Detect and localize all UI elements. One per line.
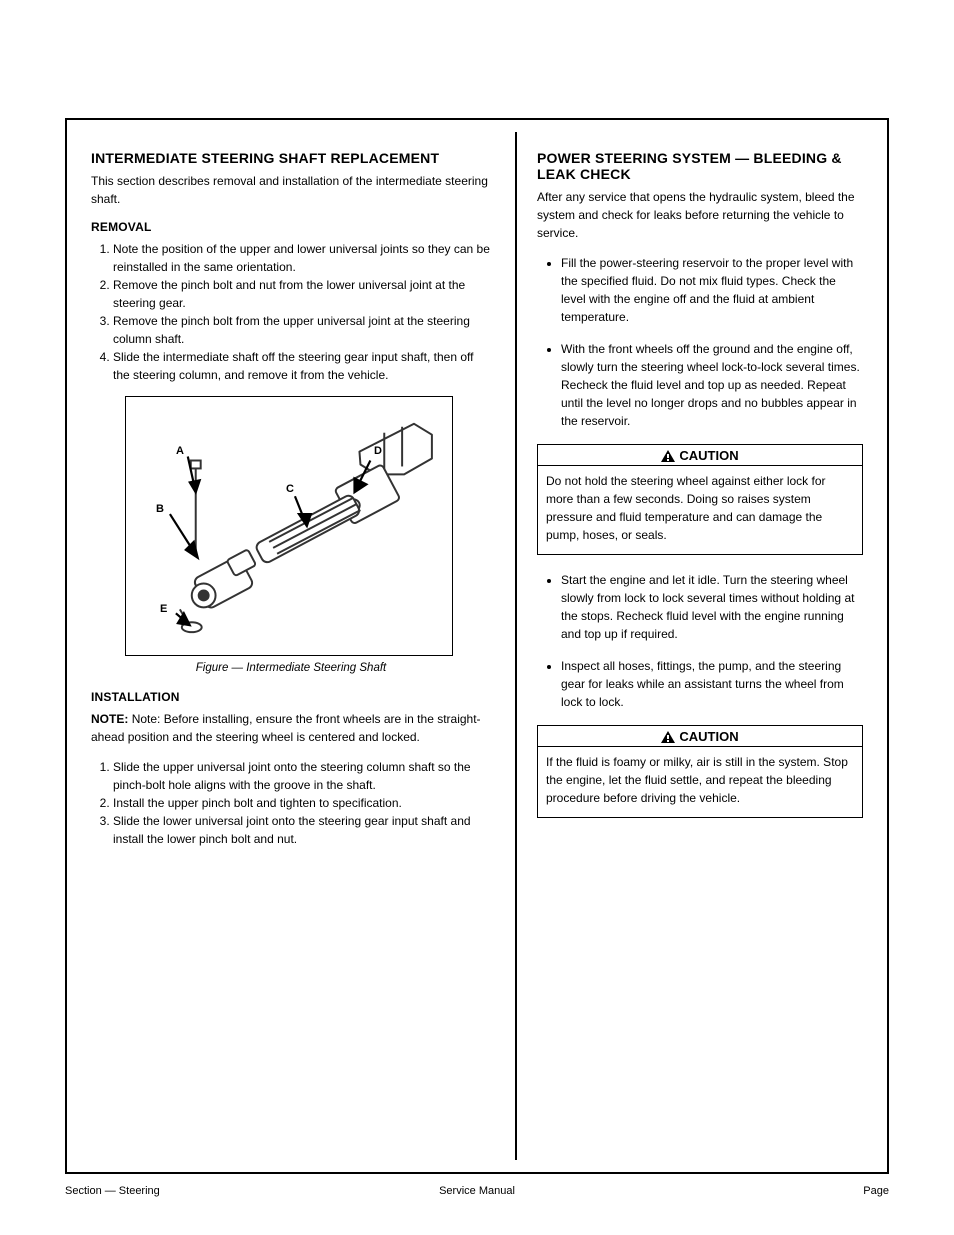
- footer-right: Page: [863, 1185, 889, 1197]
- install-step: Slide the lower universal joint onto the…: [113, 812, 491, 848]
- caution-body: Do not hold the steering wheel against e…: [538, 466, 862, 554]
- list-item: Inspect all hoses, fittings, the pump, a…: [561, 657, 863, 711]
- figure-box: A B C D E: [125, 396, 453, 656]
- list-item: Start the engine and let it idle. Turn t…: [561, 571, 863, 643]
- footer-center: Service Manual: [65, 1185, 889, 1197]
- right-intro: After any service that opens the hydraul…: [537, 188, 863, 242]
- install-step: Slide the upper universal joint onto the…: [113, 758, 491, 794]
- removal-heading: REMOVAL: [91, 220, 491, 234]
- bullets-mid: Start the engine and let it idle. Turn t…: [537, 571, 863, 711]
- caution-header: CAUTION: [538, 726, 862, 747]
- right-heading: POWER STEERING SYSTEM — BLEEDING & LEAK …: [537, 150, 863, 182]
- removal-step: Slide the intermediate shaft off the ste…: [113, 348, 491, 384]
- column-divider: [515, 132, 517, 1160]
- caution-body: If the fluid is foamy or milky, air is s…: [538, 747, 862, 817]
- figure-label-b: B: [156, 503, 164, 515]
- caution-title: CAUTION: [679, 448, 738, 463]
- install-steps: Slide the upper universal joint onto the…: [91, 758, 491, 848]
- bullets-top: Fill the power-steering reservoir to the…: [537, 254, 863, 430]
- page-border: INTERMEDIATE STEERING SHAFT REPLACEMENT …: [65, 118, 889, 1174]
- warning-icon: [661, 731, 675, 743]
- removal-step: Remove the pinch bolt from the upper uni…: [113, 312, 491, 348]
- install-note-text: Note: Before installing, ensure the fron…: [91, 712, 481, 744]
- install-note: NOTE: Note: Before installing, ensure th…: [91, 710, 491, 746]
- removal-step: Remove the pinch bolt and nut from the l…: [113, 276, 491, 312]
- figure-label-c: C: [286, 483, 294, 495]
- figure-caption: Figure — Intermediate Steering Shaft: [91, 662, 491, 674]
- left-intro: This section describes removal and insta…: [91, 172, 491, 208]
- figure-label-a: A: [176, 445, 184, 457]
- left-column: INTERMEDIATE STEERING SHAFT REPLACEMENT …: [67, 120, 515, 1172]
- warning-icon: [661, 450, 675, 462]
- right-column: POWER STEERING SYSTEM — BLEEDING & LEAK …: [519, 120, 887, 1172]
- left-heading: INTERMEDIATE STEERING SHAFT REPLACEMENT: [91, 150, 491, 166]
- figure-label-e: E: [160, 603, 167, 615]
- removal-step: Note the position of the upper and lower…: [113, 240, 491, 276]
- caution-box-2: CAUTION If the fluid is foamy or milky, …: [537, 725, 863, 818]
- caution-header: CAUTION: [538, 445, 862, 466]
- install-step: Install the upper pinch bolt and tighten…: [113, 794, 491, 812]
- caution-box-1: CAUTION Do not hold the steering wheel a…: [537, 444, 863, 555]
- note-label: NOTE:: [91, 712, 128, 726]
- removal-steps: Note the position of the upper and lower…: [91, 240, 491, 384]
- list-item: Fill the power-steering reservoir to the…: [561, 254, 863, 326]
- install-heading: INSTALLATION: [91, 690, 491, 704]
- list-item: With the front wheels off the ground and…: [561, 340, 863, 430]
- figure-label-d: D: [374, 445, 382, 457]
- figure-labels: A B C D E: [126, 397, 452, 655]
- caution-title: CAUTION: [679, 729, 738, 744]
